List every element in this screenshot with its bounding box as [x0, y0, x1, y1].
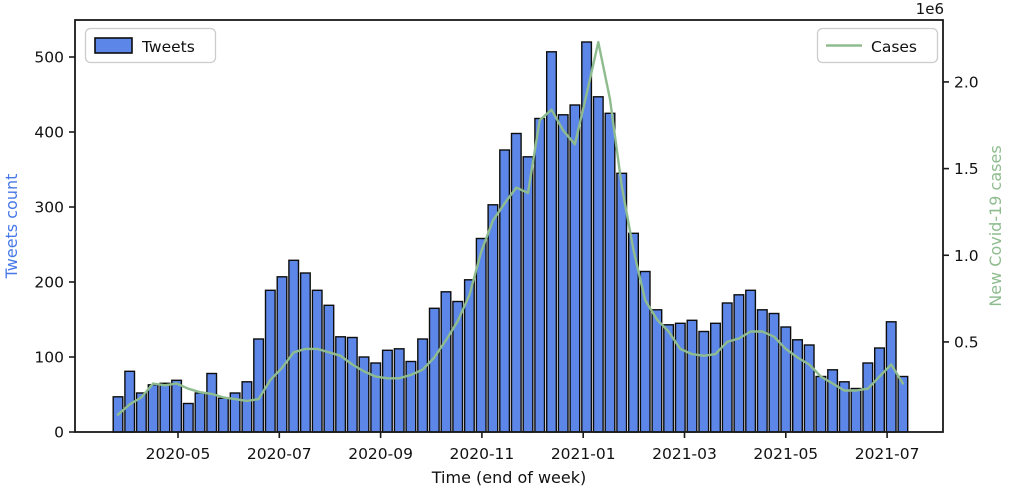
bar [534, 117, 546, 433]
bar [428, 307, 440, 433]
y-left-tick-label: 300 [34, 199, 64, 217]
x-tick-label: 2021-01 [551, 445, 616, 463]
bar [487, 204, 499, 433]
x-tick-label: 2021-07 [855, 445, 920, 463]
bar [674, 322, 686, 433]
bar [592, 96, 604, 433]
bar [335, 336, 347, 433]
bar [499, 149, 511, 433]
bar [803, 344, 815, 433]
bar [862, 362, 874, 433]
bar [217, 397, 229, 433]
x-tick-label: 2021-05 [753, 445, 818, 463]
legend-cases: Cases [816, 27, 939, 64]
axes-spines [74, 19, 944, 433]
bar [299, 272, 311, 433]
y-left-tick-label: 100 [34, 349, 64, 367]
bar [440, 291, 452, 433]
bar [510, 132, 522, 433]
y-right-tick-label: 1.5 [954, 160, 979, 178]
bar [381, 349, 393, 433]
right-axis-offset-text: 1e6 [916, 0, 944, 18]
y-axis-label-left: Tweets count [2, 174, 21, 280]
bar [171, 379, 183, 433]
x-tick-label: 2020-11 [450, 445, 515, 463]
bar [264, 289, 276, 433]
legend-tweets: Tweets [84, 27, 217, 64]
cases-line [116, 40, 905, 416]
bar [276, 276, 288, 433]
bar [405, 360, 417, 433]
bar [147, 384, 159, 433]
x-tick-label: 2020-07 [247, 445, 312, 463]
legend-tweets-label: Tweets [141, 38, 195, 56]
bar [815, 375, 827, 433]
x-tick-label: 2020-05 [146, 445, 211, 463]
legend-cases-label: Cases [871, 38, 917, 56]
bar [698, 330, 710, 433]
y-axis-label-right: New Covid-19 cases [986, 145, 1005, 306]
bar [850, 387, 862, 433]
bar [721, 302, 733, 433]
bar [370, 362, 382, 433]
y-axis-right: 0.5 1.0 1.5 2.0 [943, 73, 979, 351]
bar [346, 336, 358, 433]
bar [733, 294, 745, 433]
x-axis-label: Time (end of week) [431, 468, 587, 487]
bar [417, 338, 429, 433]
bar [323, 304, 335, 433]
bar [768, 312, 780, 433]
x-axis: 2020-05 2020-07 2020-09 2020-11 2021-01 2021-… [146, 432, 920, 463]
y-left-tick-label: 200 [34, 274, 64, 292]
bar [253, 338, 265, 433]
bar [288, 259, 300, 433]
y-left-tick-label: 0 [54, 424, 64, 442]
bar [557, 114, 569, 433]
bar [616, 172, 628, 433]
bar [827, 369, 839, 433]
bar [241, 381, 253, 433]
bar [311, 289, 323, 433]
y-axis-left: 0 100 200 300 400 500 [34, 49, 75, 442]
y-right-tick-label: 1.0 [954, 247, 979, 265]
y-right-tick-label: 0.5 [954, 333, 979, 351]
bar [159, 382, 171, 433]
bar [581, 41, 593, 433]
y-left-tick-label: 400 [34, 124, 64, 142]
bar [393, 348, 405, 433]
bar [780, 326, 792, 433]
bar [182, 402, 194, 433]
bar [756, 309, 768, 433]
bar [874, 347, 886, 433]
bar [710, 322, 722, 433]
bar [897, 375, 909, 433]
y-left-tick-label: 500 [34, 49, 64, 67]
bar [686, 319, 698, 433]
legend-tweets-swatch [94, 37, 133, 54]
bar [663, 324, 675, 433]
y-right-tick-label: 2.0 [954, 73, 979, 91]
x-tick-label: 2021-03 [652, 445, 717, 463]
bar [569, 104, 581, 433]
bar [194, 392, 206, 433]
bar [206, 372, 218, 433]
bar [522, 156, 534, 433]
bar [885, 321, 897, 433]
bar [745, 289, 757, 433]
bar [604, 112, 616, 433]
x-tick-label: 2020-09 [348, 445, 413, 463]
bar [651, 309, 663, 433]
